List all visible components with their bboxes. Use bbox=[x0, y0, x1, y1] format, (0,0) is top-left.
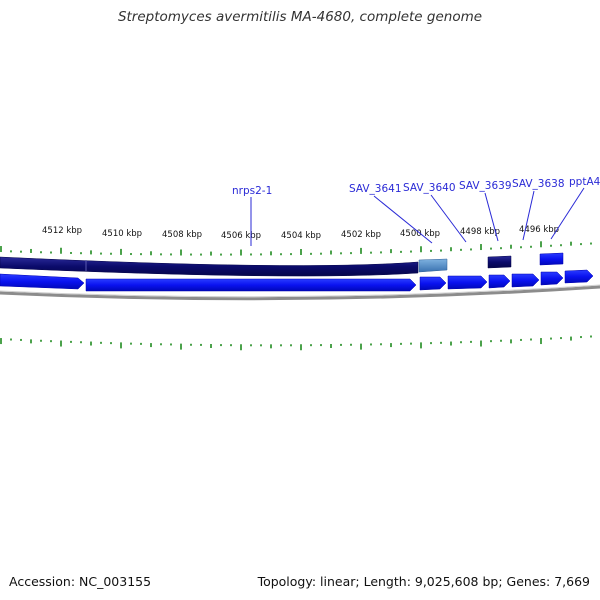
callout-sav-3638 bbox=[522, 190, 535, 241]
callout-ppta4 bbox=[550, 187, 585, 240]
cds-arrow[interactable] bbox=[447, 275, 488, 290]
gene-label-sav-3638[interactable]: SAV_3638 bbox=[512, 178, 565, 190]
genome-backbone-highlight bbox=[0, 284, 600, 298]
genome-title: Streptomyces avermitilis MA-4680, comple… bbox=[117, 9, 483, 25]
scale-label: 4496 kbp bbox=[519, 225, 559, 235]
gene-label-sav-3639[interactable]: SAV_3639 bbox=[459, 180, 512, 192]
gene-label-nrps2-1[interactable]: nrps2-1 bbox=[232, 185, 272, 197]
cds-arrow[interactable] bbox=[511, 273, 540, 288]
gene-label-sav-3641[interactable]: SAV_3641 bbox=[349, 183, 402, 195]
accession-text: Accession: NC_003155 bbox=[9, 574, 152, 589]
scale-ticks-bottom bbox=[0, 335, 592, 351]
gene-label-sav-3640[interactable]: SAV_3640 bbox=[403, 182, 456, 194]
cds-arrow[interactable] bbox=[419, 276, 447, 291]
scale-ticks-top bbox=[0, 241, 592, 256]
gene-label-ppta4[interactable]: pptA4 bbox=[569, 176, 600, 188]
callout-lines bbox=[250, 187, 585, 246]
feature-band-nrps2-1[interactable] bbox=[0, 256, 419, 277]
cds-arrow[interactable] bbox=[540, 271, 564, 286]
feature-ppta4[interactable] bbox=[539, 252, 564, 266]
scale-label: 4500 kbp bbox=[400, 229, 440, 239]
genome-backbone bbox=[0, 285, 600, 301]
cds-arrow[interactable] bbox=[488, 274, 511, 289]
scale-label: 4502 kbp bbox=[341, 230, 381, 240]
callout-sav-3640 bbox=[430, 194, 467, 243]
cds-arrow[interactable] bbox=[564, 269, 594, 284]
genome-summary: Topology: linear; Length: 9,025,608 bp; … bbox=[257, 574, 590, 589]
scale-label: 4506 kbp bbox=[221, 231, 261, 241]
feature-sav-3641[interactable] bbox=[418, 258, 448, 273]
cds-arrow[interactable] bbox=[0, 273, 85, 290]
scale-label: 4504 kbp bbox=[281, 231, 321, 241]
scale-label: 4510 kbp bbox=[102, 229, 142, 239]
scale-label: 4508 kbp bbox=[162, 230, 202, 240]
feature-sav-3639[interactable] bbox=[487, 255, 512, 269]
scale-label: 4498 kbp bbox=[460, 227, 500, 237]
callout-sav-3641 bbox=[373, 195, 433, 244]
scale-label: 4512 kbp bbox=[42, 226, 82, 236]
cds-arrow[interactable] bbox=[85, 278, 417, 292]
callout-sav-3639 bbox=[484, 192, 499, 242]
